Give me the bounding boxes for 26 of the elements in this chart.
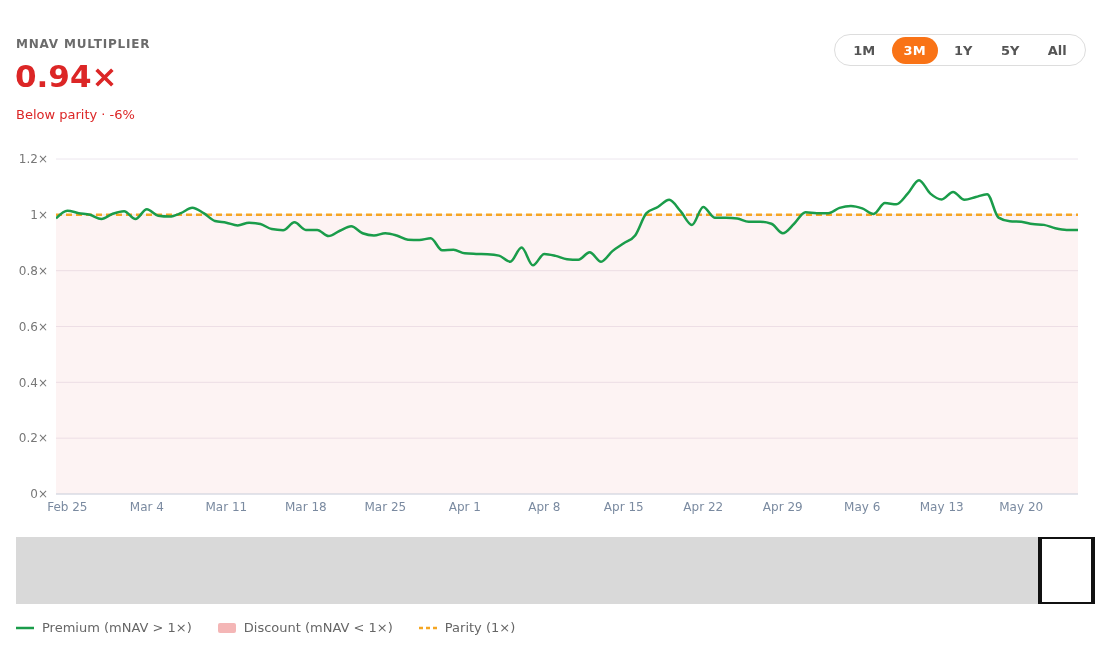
x-tick-label: Apr 8 — [528, 499, 561, 514]
x-tick-label: Apr 1 — [448, 499, 481, 514]
chart-subtitle: 0.94× — [15, 58, 118, 94]
x-tick-label: Mar 25 — [364, 499, 407, 514]
y-tick-label: 0.6× — [18, 319, 48, 334]
x-tick-label: Feb 25 — [47, 499, 88, 514]
y-tick-label: 0.8× — [18, 263, 48, 278]
x-tick-label: May 6 — [844, 499, 881, 514]
x-tick-label: Apr 29 — [762, 499, 803, 514]
chart-title: MNAV MULTIPLIER — [16, 37, 151, 51]
y-tick-label: 1× — [30, 208, 48, 223]
x-tick-label: Mar 18 — [284, 499, 327, 514]
y-tick-label: 0.4× — [18, 375, 48, 390]
legend-label: Discount (mNAV < 1×) — [243, 620, 393, 635]
y-tick-label: 1.2× — [18, 152, 48, 167]
x-tick-label: Mar 4 — [129, 499, 164, 514]
x-tick-label: May 20 — [999, 499, 1044, 514]
x-tick-label: Mar 11 — [205, 499, 248, 514]
legend-label: Premium (mNAV > 1×) — [42, 620, 192, 635]
text: Below parity · -6% — [16, 107, 135, 122]
x-tick-label: Apr 22 — [683, 499, 724, 514]
y-tick-label: 0× — [30, 487, 48, 502]
y-tick-label: 0.2× — [18, 431, 48, 446]
x-tick-label: Apr 15 — [603, 499, 644, 514]
legend-label: Parity (1×) — [444, 620, 516, 635]
x-tick-label: May 13 — [919, 499, 964, 514]
